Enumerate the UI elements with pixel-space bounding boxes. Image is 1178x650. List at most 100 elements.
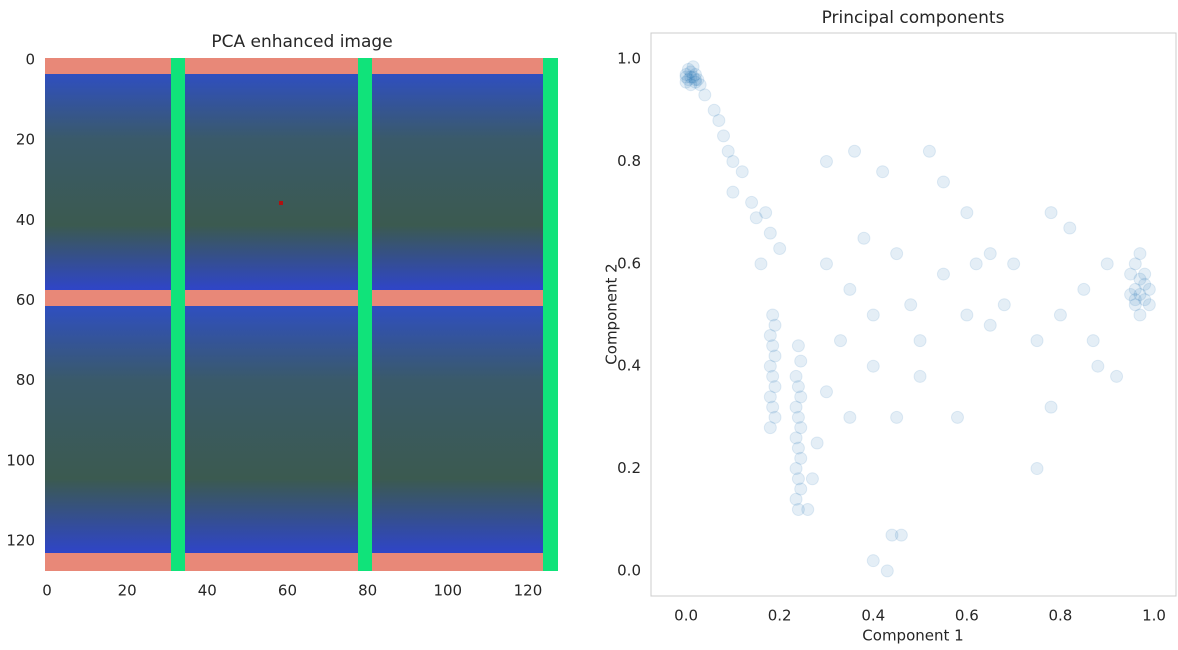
scatter-point	[686, 70, 700, 84]
y-tick-label: 80	[16, 371, 35, 389]
image-title: PCA enhanced image	[211, 32, 392, 52]
scatter-point	[791, 410, 805, 424]
scatter-point	[789, 492, 803, 506]
scatter-point	[936, 175, 950, 189]
scatter-point	[904, 298, 918, 312]
scatter-point	[1133, 247, 1147, 261]
scatter-point	[1077, 282, 1091, 296]
x-tick-label: 0	[42, 582, 52, 600]
scatter-point	[913, 334, 927, 348]
scatter-point	[688, 75, 702, 89]
scatter-point	[1110, 369, 1124, 383]
scatter-point	[768, 349, 782, 363]
scatter-point	[688, 67, 702, 81]
scatter-point	[794, 354, 808, 368]
scatter-point	[885, 528, 899, 542]
scatter-point	[960, 206, 974, 220]
scatter-point	[997, 298, 1011, 312]
scatter-point	[749, 211, 763, 225]
scatter-point	[1100, 257, 1114, 271]
scatter-point	[834, 334, 848, 348]
x-tick-label: 100	[433, 582, 462, 600]
scatter-point	[735, 165, 749, 179]
scatter-point	[768, 380, 782, 394]
x-tick-label: 0.6	[955, 607, 979, 625]
scatter-point	[1128, 257, 1142, 271]
scatter-point	[791, 339, 805, 353]
scatter-point	[794, 421, 808, 435]
scatter-point	[801, 503, 815, 517]
scatter-point	[754, 257, 768, 271]
y-tick-label: 0.2	[617, 459, 641, 477]
scatter-title: Principal components	[822, 8, 1005, 28]
y-tick-label: 0	[25, 51, 35, 69]
scatter-point	[681, 73, 695, 87]
y-tick-label: 0.4	[617, 357, 641, 375]
scatter-point	[794, 451, 808, 465]
scatter-point	[890, 410, 904, 424]
scatter-point	[763, 328, 777, 342]
scatter-point	[1142, 298, 1156, 312]
scatter-point	[960, 308, 974, 322]
scatter-point	[922, 144, 936, 158]
scatter-point	[1044, 400, 1058, 414]
x-tick-label: 20	[118, 582, 137, 600]
scatter-point	[679, 75, 693, 89]
scatter-point	[679, 67, 693, 81]
scatter-point	[794, 482, 808, 496]
scatter-point	[791, 503, 805, 517]
scatter-point	[1053, 308, 1067, 322]
scatter-point	[766, 308, 780, 322]
scatter-point	[717, 129, 731, 143]
scatter-point	[880, 564, 894, 578]
scatter-point	[843, 282, 857, 296]
scatter-point	[1124, 267, 1138, 281]
scatter-point	[1138, 267, 1152, 281]
scatter-point	[766, 400, 780, 414]
scatter-point	[684, 78, 698, 92]
y-tick-label: 0.8	[617, 152, 641, 170]
scatter-point	[686, 60, 700, 74]
scatter-point	[1142, 282, 1156, 296]
scatter-point	[1133, 272, 1147, 286]
scatter-point	[794, 390, 808, 404]
scatter-point	[745, 195, 759, 209]
scatter-point	[1030, 334, 1044, 348]
x-tick-label: 80	[358, 582, 377, 600]
scatter-point	[876, 165, 890, 179]
scatter-point	[763, 421, 777, 435]
scatter-point	[1091, 359, 1105, 373]
y-tick-label: 0.0	[617, 561, 641, 579]
x-tick-label: 1.0	[1142, 607, 1166, 625]
scatter-point	[1128, 298, 1142, 312]
scatter-point	[707, 103, 721, 117]
scatter-point	[766, 369, 780, 383]
scatter-point	[819, 154, 833, 168]
scatter-point	[688, 73, 702, 87]
scatter-point	[848, 144, 862, 158]
y-axis-label: Component 2	[603, 263, 621, 364]
scatter-point	[684, 70, 698, 84]
scatter-point	[890, 247, 904, 261]
scatter-point	[726, 185, 740, 199]
scatter-point	[983, 247, 997, 261]
scatter-point	[866, 308, 880, 322]
scatter-point	[1133, 308, 1147, 322]
y-tick-label: 0.6	[617, 254, 641, 272]
scatter-point	[1138, 293, 1152, 307]
scatter-point	[693, 78, 707, 92]
scatter-point	[866, 359, 880, 373]
scatter-point	[1044, 206, 1058, 220]
scatter-point	[1063, 221, 1077, 235]
scatter-point	[763, 226, 777, 240]
scatter-point	[843, 410, 857, 424]
scatter-point	[969, 257, 983, 271]
scatter-point	[1133, 288, 1147, 302]
scatter-point	[1128, 293, 1142, 307]
scatter-point	[983, 318, 997, 332]
scatter-point	[1128, 282, 1142, 296]
scatter-point	[712, 114, 726, 128]
scatter-point	[759, 206, 773, 220]
y-tick-label: 40	[16, 211, 35, 229]
